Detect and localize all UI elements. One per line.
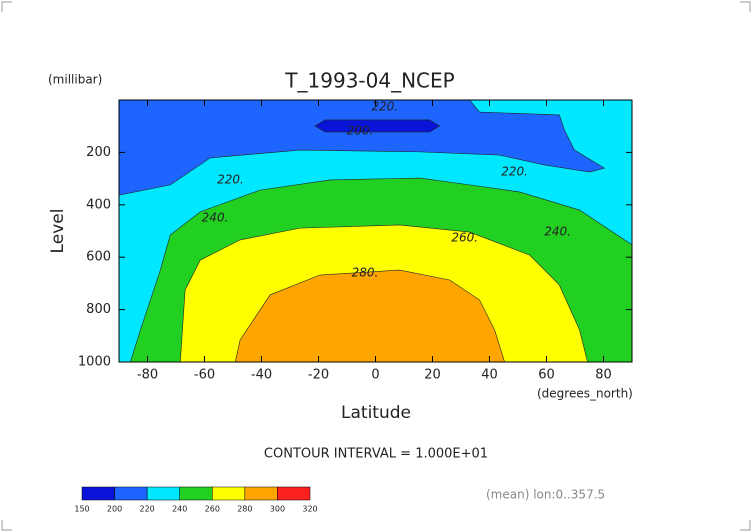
contour-region [234,269,505,362]
plot-area: 220. 200. 220. 220. 240. 240. 260. 280. [119,100,632,362]
colorbar-box [146,486,180,501]
x-tick-label: -80 [137,368,158,383]
colorbar-label: 150 [74,505,89,514]
contour-label: 260. [451,231,478,245]
contour-label: 200. [347,123,374,137]
chart-title: T_1993-04_NCEP [284,69,454,93]
y-axis-label: Level [48,209,68,254]
corner [740,1,751,12]
corner [740,520,751,531]
contour-label: 220. [217,172,244,186]
contour-label: 220. [372,100,399,114]
x-axis-label: Latitude [341,403,411,423]
corner [1,520,12,531]
y-tick-label: 600 [86,250,111,265]
contour-region [314,119,441,133]
x-tick-label: 40 [481,368,498,383]
contour-label: 240. [544,225,571,239]
contour-label: 220. [501,165,528,179]
contour-label: 240. [202,210,229,224]
footnote: (mean) lon:0..357.5 [486,488,605,502]
colorbar-label: 220 [140,505,155,514]
y-tick-label: 400 [86,197,111,212]
colorbar-label: 280 [237,505,252,514]
colorbar-label: 200 [107,505,122,514]
overlay: -80 -60 -40 -20 0 20 40 60 80 200 400 600 800 1000 150… [74,99,633,514]
y-tick-label: 1000 [78,355,111,370]
x-tick-label: -40 [251,368,272,383]
corner [1,1,12,12]
x-tick-label: -20 [308,368,329,383]
colorbar-box [179,486,213,501]
colorbar-label: 300 [270,505,285,514]
colorbar-box [212,486,246,501]
contour-interval: CONTOUR INTERVAL = 1.000E+01 [264,447,488,462]
x-tick-label: 0 [371,368,379,383]
contour-label: 280. [352,265,379,279]
colorbar-label: 240 [172,505,187,514]
x-tick-label: -60 [194,368,215,383]
contour-region [119,100,606,196]
y-tick-label: 200 [86,145,111,160]
x-tick-label: 80 [595,368,612,383]
colorbar-box [244,486,278,501]
y-tick-label: 800 [86,302,111,317]
y-unit: (millibar) [48,73,102,87]
colorbar-label: 320 [302,505,317,514]
x-tick-label: 60 [538,368,555,383]
colorbar-box [81,486,115,501]
x-unit: (degrees_north) [537,387,633,401]
colorbar-box [114,486,148,501]
colorbar-label: 260 [205,505,220,514]
colorbar-box [277,486,311,501]
x-tick-label: 20 [424,368,441,383]
